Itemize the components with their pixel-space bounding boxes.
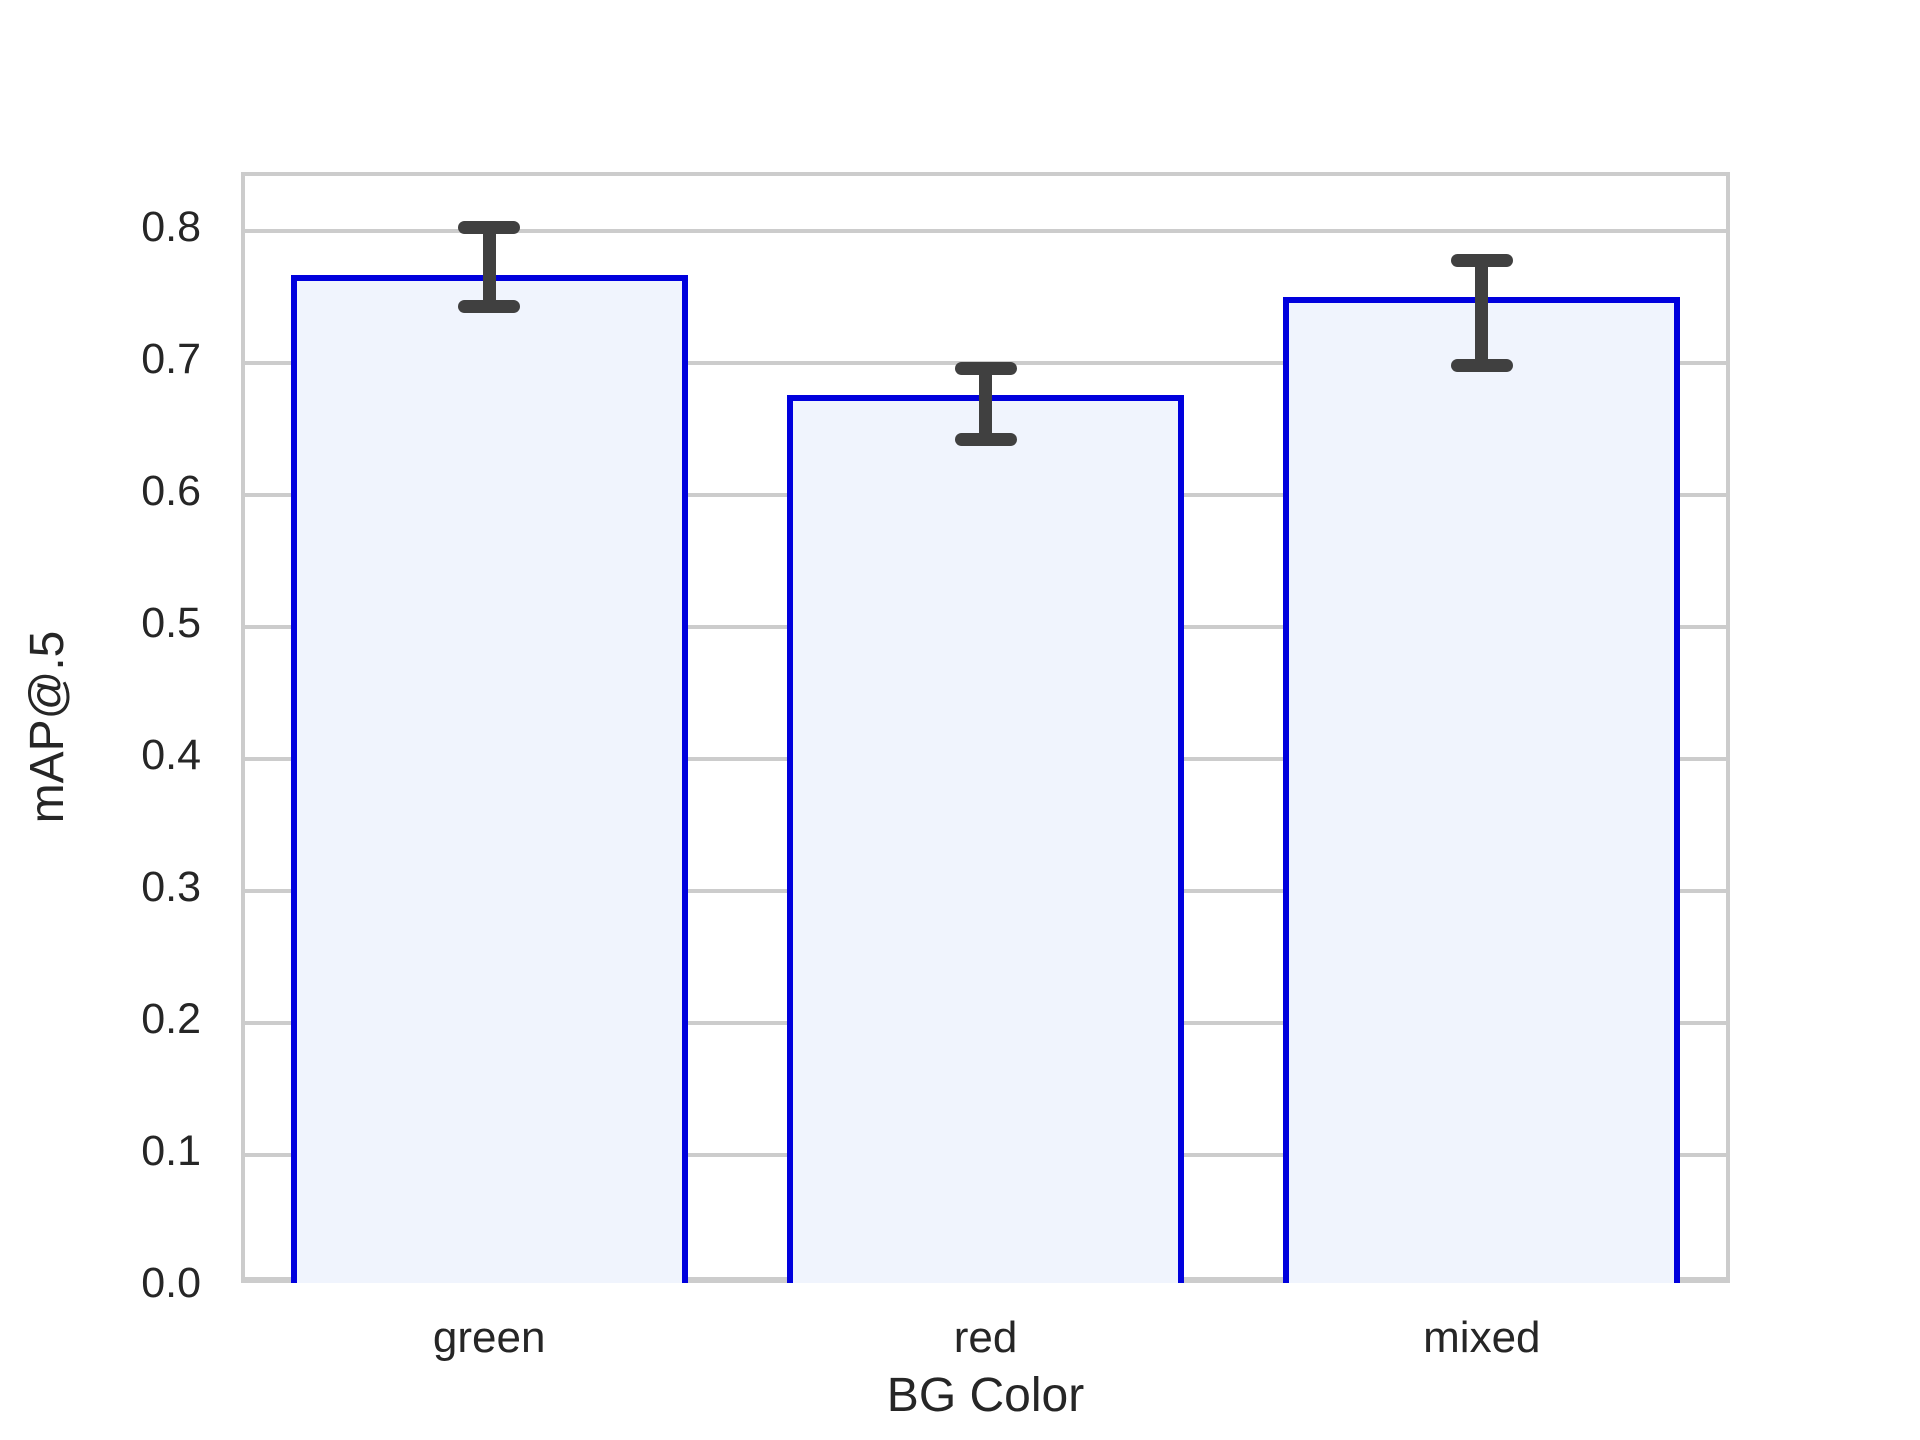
x-axis-label: BG Color: [886, 1369, 1085, 1422]
error-bar-mixed: [1475, 260, 1489, 366]
error-bar-red: [979, 368, 992, 440]
ytick-label-0.2: 0.2: [141, 995, 201, 1043]
ytick-label-0.1: 0.1: [141, 1127, 201, 1175]
error-bar-cap-top-green: [458, 220, 521, 234]
error-bar-green: [482, 227, 496, 307]
error-bar-cap-top-red: [954, 361, 1017, 375]
ytick-label-0.3: 0.3: [141, 863, 201, 912]
error-bar-cap-bottom-red: [954, 433, 1017, 447]
ytick-label-0.8: 0.8: [141, 203, 201, 252]
gridline-0.8: [245, 229, 1726, 234]
error-bar-cap-bottom-mixed: [1450, 359, 1513, 373]
xtick-label-red: red: [953, 1313, 1018, 1362]
ytick-label-0.5: 0.5: [141, 599, 201, 648]
xtick-label-mixed: mixed: [1423, 1313, 1541, 1362]
bar-mixed: [1283, 296, 1681, 1283]
error-bar-cap-bottom-green: [458, 299, 521, 313]
ytick-label-0.6: 0.6: [141, 467, 201, 516]
ytick-label-0.4: 0.4: [141, 731, 201, 780]
bar-green: [290, 274, 688, 1283]
xtick-label-green: green: [432, 1313, 546, 1362]
ytick-label-0.7: 0.7: [141, 335, 201, 384]
ytick-label-0.0: 0.0: [141, 1259, 201, 1307]
bar-red: [786, 394, 1185, 1283]
error-bar-cap-top-mixed: [1450, 253, 1513, 267]
